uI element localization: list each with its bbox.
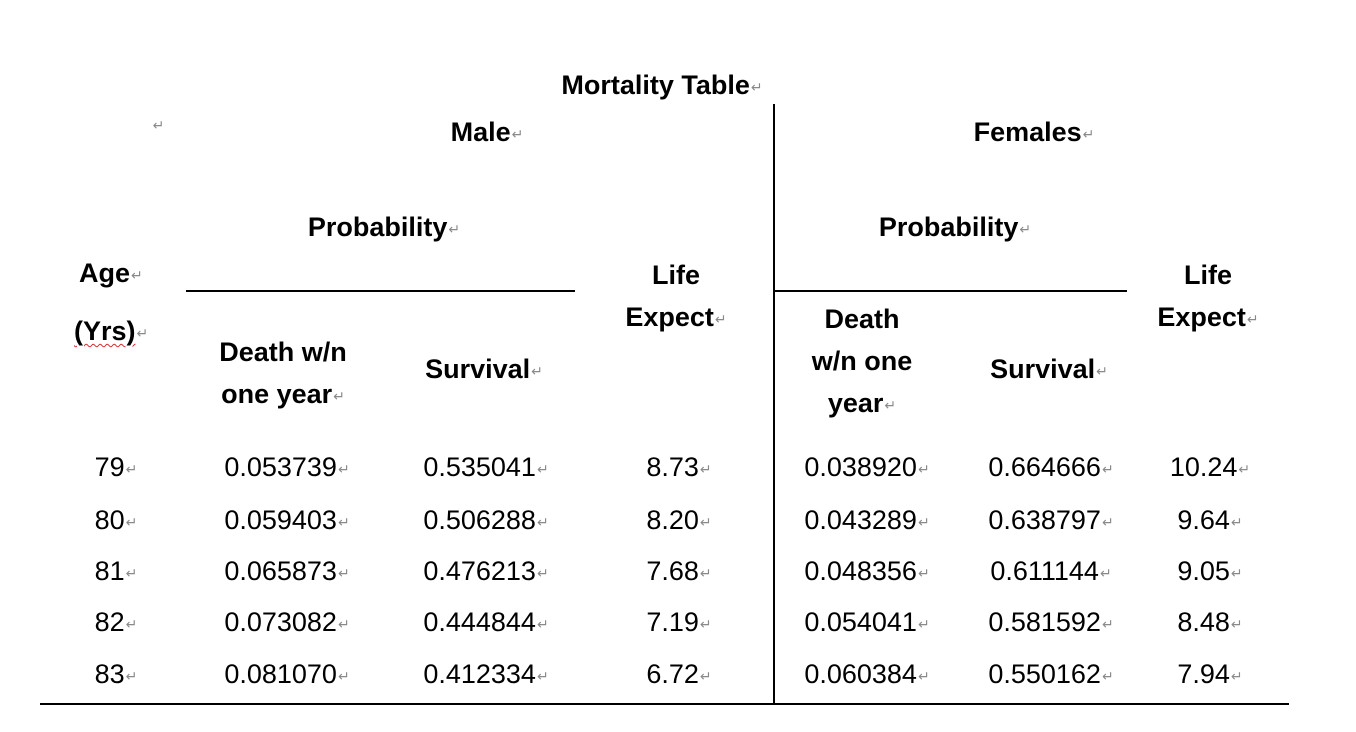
cell-male-life: 7.68↵: [646, 556, 712, 586]
empty-header-cell: ↵: [152, 117, 165, 133]
cell-female-survival: 0.664666↵: [988, 452, 1114, 482]
cell-male-life: 6.72↵: [646, 659, 712, 689]
cell-male-life: 7.19↵: [646, 607, 712, 637]
probability-header-male: Probability↵: [307, 212, 461, 242]
probability-underline-male: [186, 290, 575, 292]
cell-female-death: 0.060384↵: [804, 659, 930, 689]
cell-male-death: 0.053739↵: [224, 452, 350, 482]
cell-male-life: 8.73↵: [646, 452, 712, 482]
cell-female-life: 9.05↵: [1177, 556, 1243, 586]
cell-female-life: 7.94↵: [1177, 659, 1243, 689]
table-bottom-rule: [40, 703, 1289, 705]
cell-female-death: 0.043289↵: [804, 505, 930, 535]
table-title: Mortality Table↵: [561, 70, 763, 100]
cell-male-survival: 0.412334↵: [423, 659, 549, 689]
cell-female-survival: 0.611144↵: [990, 556, 1112, 586]
cell-female-death: 0.038920↵: [804, 452, 930, 482]
cell-age: 82↵: [94, 607, 138, 637]
cell-male-death: 0.081070↵: [224, 659, 350, 689]
cell-female-survival: 0.550162↵: [988, 659, 1114, 689]
cell-female-death: 0.054041↵: [804, 607, 930, 637]
cell-age: 81↵: [94, 556, 138, 586]
cell-age: 79↵: [94, 452, 138, 482]
death-header-male: Death w/n one year↵: [219, 337, 347, 409]
cell-male-survival: 0.506288↵: [423, 505, 549, 535]
cell-male-death: 0.059403↵: [224, 505, 350, 535]
probability-header-female: Probability↵: [878, 212, 1032, 242]
cell-male-survival: 0.535041↵: [423, 452, 549, 482]
cell-male-survival: 0.444844↵: [423, 607, 549, 637]
cell-female-life: 9.64↵: [1177, 505, 1243, 535]
life-expect-header-female: Life Expect↵: [1157, 260, 1259, 332]
cell-female-life: 10.24↵: [1169, 452, 1251, 482]
cell-male-death: 0.073082↵: [224, 607, 350, 637]
life-expect-header-male: Life Expect↵: [625, 260, 727, 332]
cell-female-life: 8.48↵: [1177, 607, 1243, 637]
male-header: Male↵: [450, 117, 524, 147]
yrs-header: (Yrs)↵: [74, 316, 149, 346]
cell-age: 80↵: [94, 505, 138, 535]
survival-header-male: Survival↵: [425, 354, 543, 384]
cell-female-survival: 0.581592↵: [988, 607, 1114, 637]
cell-female-death: 0.048356↵: [804, 556, 930, 586]
cell-male-death: 0.065873↵: [224, 556, 350, 586]
cell-male-life: 8.20↵: [646, 505, 712, 535]
death-header-female: Death w/n one year↵: [811, 304, 913, 418]
probability-underline-female: [774, 290, 1127, 292]
age-header: Age↵: [79, 258, 143, 288]
vertical-divider: [773, 104, 775, 704]
females-header: Females↵: [973, 117, 1095, 147]
cell-age: 83↵: [94, 659, 138, 689]
survival-header-female: Survival↵: [990, 354, 1108, 384]
cell-female-survival: 0.638797↵: [988, 505, 1114, 535]
cell-male-survival: 0.476213↵: [423, 556, 549, 586]
